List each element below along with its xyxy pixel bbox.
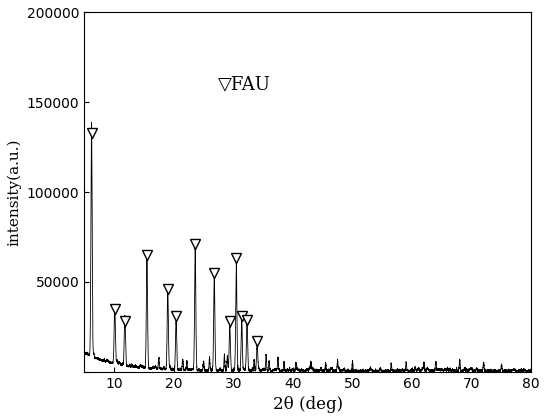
Text: ▽FAU: ▽FAU <box>218 75 271 93</box>
X-axis label: 2θ (deg): 2θ (deg) <box>273 396 343 413</box>
Y-axis label: intensity(a.u.): intensity(a.u.) <box>7 138 21 246</box>
